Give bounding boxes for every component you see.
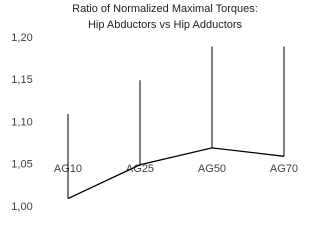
y-tick-label: 1,10	[11, 116, 32, 128]
x-tick-label: AG70	[270, 163, 298, 175]
chart: Ratio of Normalized Maximal Torques: Hip…	[11, 3, 298, 213]
y-tick-label: 1,00	[11, 201, 32, 213]
x-tick-label: AG25	[126, 163, 154, 175]
data-line	[67, 147, 285, 200]
x-tick-label: AG50	[198, 163, 226, 175]
y-tick-label: 1,05	[11, 159, 32, 171]
y-tick-label: 1,15	[11, 74, 32, 86]
chart-subtitle: Hip Abductors vs Hip Adductors	[88, 19, 243, 31]
chart-title: Ratio of Normalized Maximal Torques:	[72, 3, 258, 15]
y-tick-label: 1,20	[11, 32, 32, 44]
